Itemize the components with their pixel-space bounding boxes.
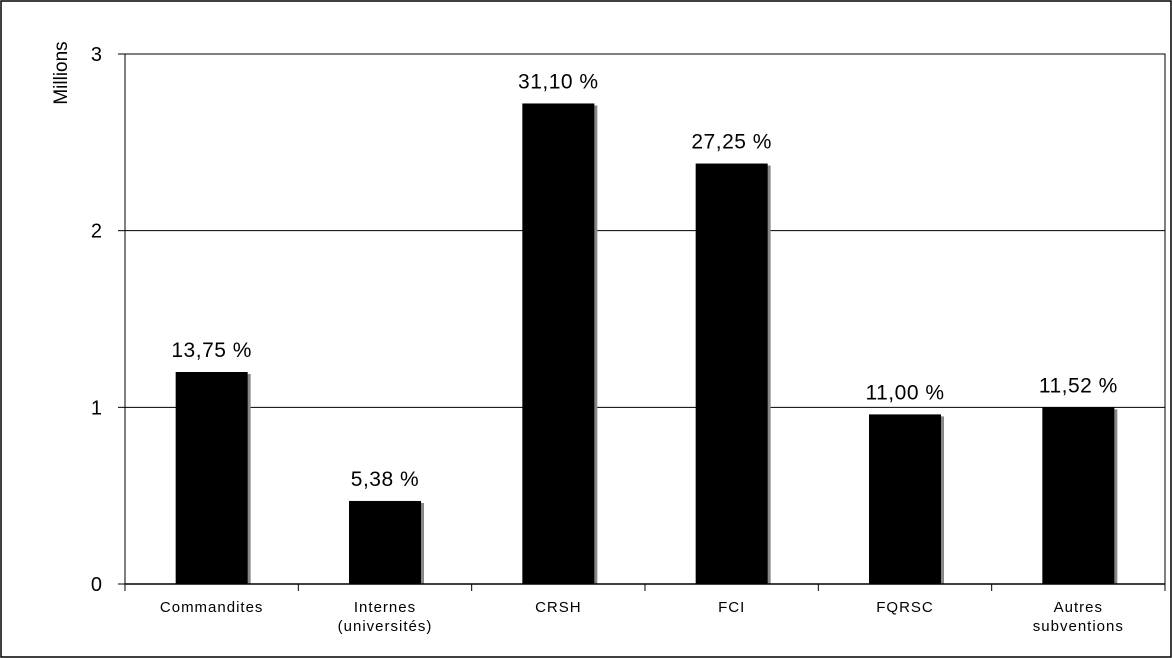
bar [695,163,768,585]
x-tick-label: CRSH [535,599,582,616]
x-tick-label: Commandites [160,599,264,616]
y-tick-label: 3 [91,44,102,66]
x-tick-label-line: CRSH [535,599,582,616]
x-tick-label-line: FCI [718,599,745,616]
x-tick-label-line: Internes [354,599,416,616]
axes [118,53,1166,591]
bar-data-label: 11,52 % [1039,374,1118,397]
x-tick-label-line: FQRSC [876,599,934,616]
y-tick-label: 1 [91,397,102,419]
bar [869,414,941,584]
bar [175,372,248,584]
bar-data-label: 13,75 % [171,339,252,362]
x-tick-label-line: subventions [1033,618,1124,635]
x-tick-label: FCI [718,599,745,616]
bar [349,500,421,584]
x-tick-label-line: Commandites [160,599,264,616]
bar-data-label: 27,25 % [691,131,772,154]
bar-data-label: 5,38 % [351,468,419,491]
y-tick-label: 0 [91,574,102,596]
y-tick-label: 2 [91,221,102,243]
bar [1042,407,1115,584]
y-axis-title: Millions [51,41,72,104]
bars [175,103,1118,585]
x-tick-label: Autres subventions [1033,599,1124,635]
x-tick-label-line: (universités) [338,618,433,635]
labels: 0 1 2 3 13,75 % Commandites 5,38 % Internes (uni… [91,44,1124,635]
x-tick-label-line: Autres [1054,599,1103,616]
x-tick-label: FQRSC [876,599,934,616]
bar-data-label: 31,10 % [518,70,599,93]
x-tick-label: Internes (universités) [338,599,433,635]
bar [522,103,595,584]
bar-data-label: 11,00 % [866,381,945,404]
